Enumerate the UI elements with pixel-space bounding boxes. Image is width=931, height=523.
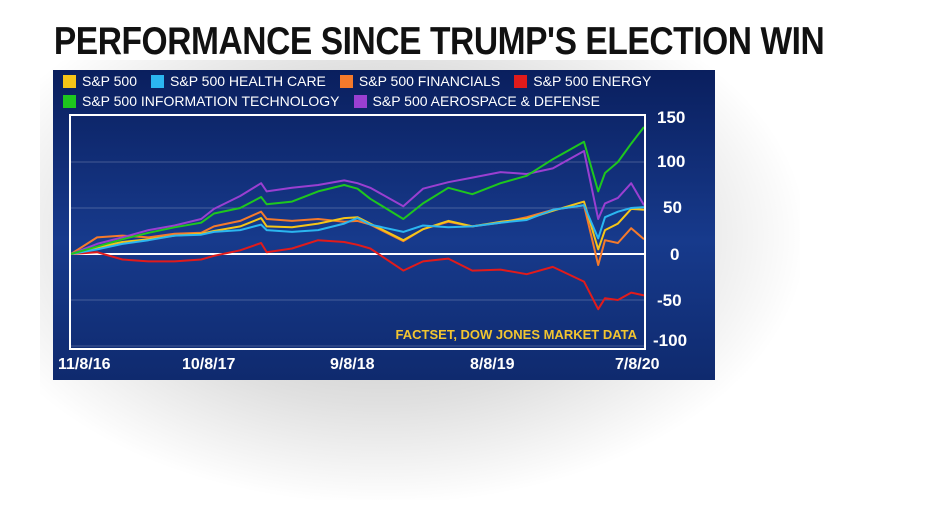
legend-swatch: [514, 74, 528, 88]
series-line-s-p-500-financials: [70, 204, 645, 266]
series-line-s-p-500-health-care: [70, 204, 645, 255]
legend-swatch: [339, 74, 353, 88]
legend-row-1: S&P 500 S&P 500 HEALTH CARE S&P 500 FINA…: [63, 71, 713, 91]
y-tick-label: -50: [657, 291, 682, 310]
legend-swatch: [63, 94, 76, 108]
legend-label: S&P 500 HEALTH CARE: [170, 73, 326, 89]
legend-label: S&P 500 FINANCIALS: [358, 73, 501, 89]
legend: S&P 500 S&P 500 HEALTH CARE S&P 500 FINA…: [63, 71, 713, 111]
legend-item-health-care: S&P 500 HEALTH CARE: [151, 73, 326, 89]
x-tick-label: 7/8/20: [615, 356, 660, 373]
series-line-s-p-500-energy: [70, 239, 645, 311]
series-line-s-p-500-information-technology: [70, 126, 645, 255]
legend-item-financials: S&P 500 FINANCIALS: [339, 73, 501, 89]
x-tick-label: 11/8/16: [58, 356, 111, 373]
chart-panel: [53, 70, 715, 380]
legend-label: S&P 500: [82, 73, 138, 89]
legend-item-aerospace-defense: S&P 500 AEROSPACE & DEFENSE: [353, 93, 600, 109]
y-tick-label: 50: [663, 198, 682, 217]
y-tick-label: 150: [657, 108, 686, 127]
legend-item-energy: S&P 500 ENERGY: [514, 73, 651, 89]
y-tick-label: 100: [657, 152, 686, 171]
legend-swatch: [151, 74, 165, 88]
legend-label: S&P 500 AEROSPACE & DEFENSE: [372, 93, 600, 109]
legend-item-sp500: S&P 500: [63, 73, 137, 89]
series-line-s-p-500-aerospace-defense: [70, 150, 645, 255]
legend-swatch: [63, 74, 76, 88]
y-tick-label: -100: [653, 331, 688, 350]
y-tick-label: 0: [670, 245, 680, 264]
plot-area-frame: [69, 114, 646, 350]
chart-title: PERFORMANCE SINCE TRUMP'S ELECTION WIN: [53, 20, 825, 63]
legend-label: S&P 500 ENERGY: [533, 73, 652, 89]
legend-row-2: S&P 500 INFORMATION TECHNOLOGY S&P 500 A…: [63, 91, 713, 111]
legend-swatch: [353, 94, 367, 108]
source-note: FACTSET, DOW JONES MARKET DATA: [395, 327, 637, 342]
x-tick-label: 10/8/17: [182, 356, 236, 373]
x-tick-label: 9/8/18: [330, 356, 375, 373]
legend-item-information-technology: S&P 500 INFORMATION TECHNOLOGY: [63, 93, 340, 109]
x-tick-label: 8/8/19: [470, 356, 515, 373]
legend-label: S&P 500 INFORMATION TECHNOLOGY: [82, 93, 340, 109]
